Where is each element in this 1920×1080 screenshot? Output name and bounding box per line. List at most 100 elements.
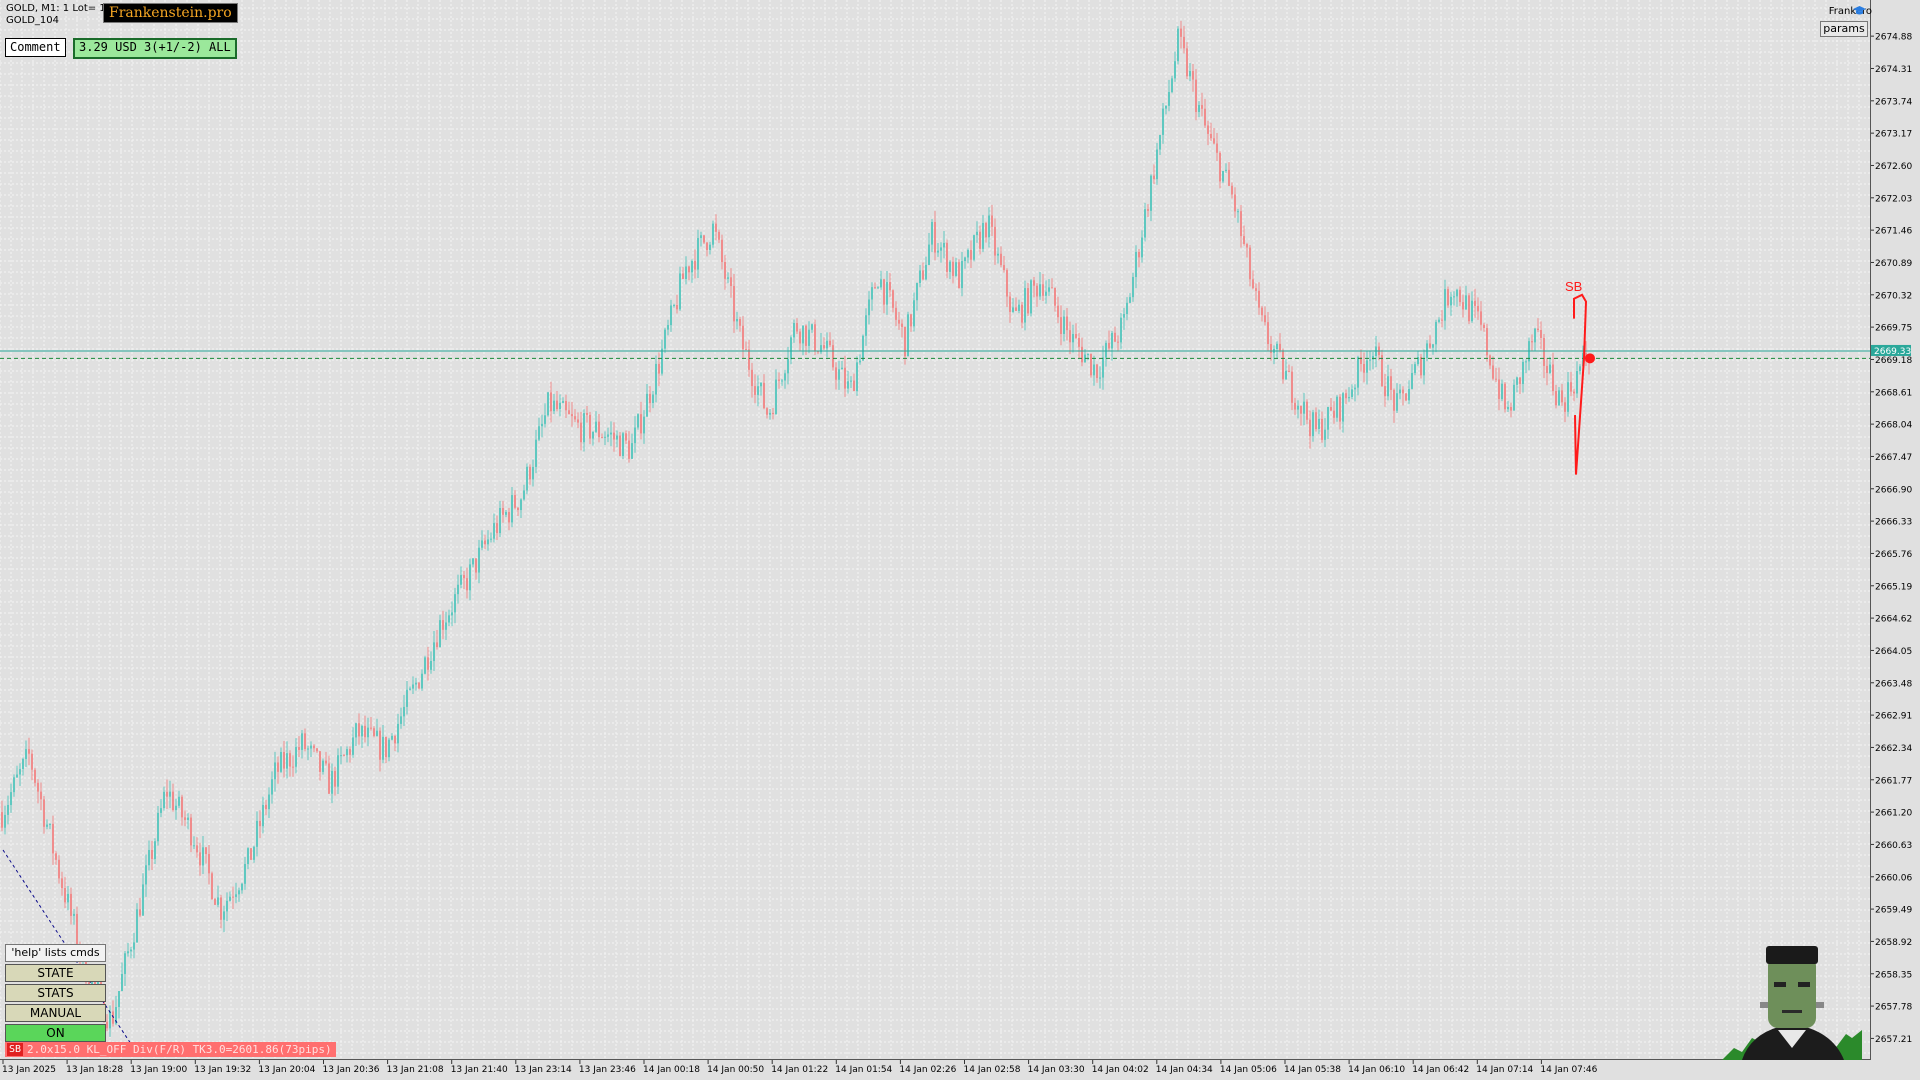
candle-body — [199, 852, 201, 866]
candle-body — [1504, 383, 1506, 410]
stats-button[interactable]: STATS — [5, 984, 106, 1002]
candle-body — [718, 231, 720, 240]
candle-body — [1204, 108, 1206, 126]
candle-body — [1057, 305, 1059, 318]
candle-body — [931, 222, 933, 245]
candle-body — [1009, 296, 1011, 312]
candle-body — [322, 760, 324, 772]
candle-body — [775, 379, 777, 415]
candle-body — [1075, 334, 1077, 338]
candle-body — [1543, 337, 1545, 366]
candle-body — [1054, 287, 1056, 306]
state-button[interactable]: STATE — [5, 964, 106, 982]
params-button[interactable]: params — [1820, 21, 1868, 37]
candle-body — [1483, 324, 1485, 329]
candle-body — [937, 250, 939, 253]
graduation-cap-icon — [1853, 6, 1866, 15]
candle-body — [1351, 389, 1353, 398]
candle-body — [145, 865, 147, 885]
candle-body — [445, 622, 447, 630]
candle-body — [1522, 361, 1524, 384]
candle-body — [1042, 284, 1044, 296]
candle-body — [1051, 287, 1053, 289]
candle-body — [919, 270, 921, 283]
candle-body — [1384, 386, 1386, 397]
candle-body — [1462, 302, 1464, 310]
price-tick-label: 2673.74 — [1875, 97, 1912, 107]
candle-body — [1240, 211, 1242, 237]
candle-body — [1012, 307, 1014, 312]
frankenstein-avatar-icon — [1722, 946, 1862, 1060]
candle-body — [502, 508, 504, 515]
candle-body — [1201, 105, 1203, 109]
candle-body — [235, 894, 237, 897]
candle-body — [772, 412, 774, 415]
candle-body — [655, 363, 657, 395]
candle-body — [376, 730, 378, 736]
candle-body — [895, 307, 897, 320]
time-tick-label: 13 Jan 23:14 — [515, 1065, 572, 1075]
candle-body — [1576, 371, 1578, 394]
candle-body — [676, 305, 678, 310]
time-tick-label: 14 Jan 07:14 — [1476, 1065, 1533, 1075]
candle-body — [817, 350, 819, 353]
candle-body — [1099, 377, 1101, 379]
candle-body — [292, 766, 294, 768]
candle-body — [1018, 304, 1020, 311]
candle-body — [841, 367, 843, 370]
candle-body — [1147, 209, 1149, 211]
candle-body — [52, 823, 54, 854]
manual-button[interactable]: MANUAL — [5, 1004, 106, 1022]
candle-body — [268, 794, 270, 810]
candle-body — [316, 748, 318, 752]
candle-body — [1372, 356, 1374, 360]
time-tick-label: 13 Jan 23:46 — [579, 1065, 636, 1075]
candle-body — [166, 791, 168, 797]
candle-body — [1219, 152, 1221, 182]
time-axis: 13 Jan 2025 13 Jan 18:28 13 Jan 19:00 13 Ja… — [2, 1059, 1598, 1075]
candle-body — [40, 791, 42, 800]
candle-body — [1069, 330, 1071, 343]
symbol-info: GOLD, M1: 1 Lot= 10 — [6, 3, 113, 14]
candle-body — [1102, 357, 1104, 378]
candle-body — [217, 897, 219, 905]
time-tick-label: 14 Jan 07:46 — [1540, 1065, 1597, 1075]
candle-body — [1489, 355, 1491, 366]
candle-body — [484, 540, 486, 545]
candle-body — [1093, 364, 1095, 376]
candle-body — [742, 325, 744, 350]
candle-body — [229, 896, 231, 901]
candle-body — [802, 325, 804, 344]
candle-body — [1114, 332, 1116, 342]
candle-body — [1117, 341, 1119, 343]
candle-body — [1105, 342, 1107, 358]
candle-body — [1033, 280, 1035, 286]
candle-body — [436, 642, 438, 648]
candle-body — [1465, 295, 1467, 310]
candle-body — [334, 770, 336, 787]
candle-body — [259, 820, 261, 827]
candle-body — [1222, 170, 1224, 182]
on-toggle-button[interactable]: ON — [5, 1024, 106, 1042]
candle-body — [1048, 287, 1050, 292]
candle-body — [205, 847, 207, 855]
candle-body — [961, 261, 963, 289]
candle-body — [1258, 290, 1260, 308]
candle-body — [328, 763, 330, 794]
account-label: GOLD_104 — [6, 15, 59, 26]
price-tick-label: 2668.04 — [1875, 421, 1912, 431]
candle-body — [1492, 365, 1494, 379]
time-tick-label: 14 Jan 00:18 — [643, 1065, 700, 1075]
candle-body — [427, 657, 429, 670]
candle-body — [721, 239, 723, 263]
candle-body — [1303, 401, 1305, 414]
candle-body — [1195, 79, 1197, 112]
candle-body — [346, 749, 348, 756]
price-axis-bg — [1871, 0, 1920, 1080]
price-tick-label: 2674.31 — [1875, 65, 1912, 75]
candle-body — [670, 305, 672, 326]
candle-body — [1450, 296, 1452, 306]
candle-body — [685, 266, 687, 279]
candle-body — [658, 363, 660, 374]
